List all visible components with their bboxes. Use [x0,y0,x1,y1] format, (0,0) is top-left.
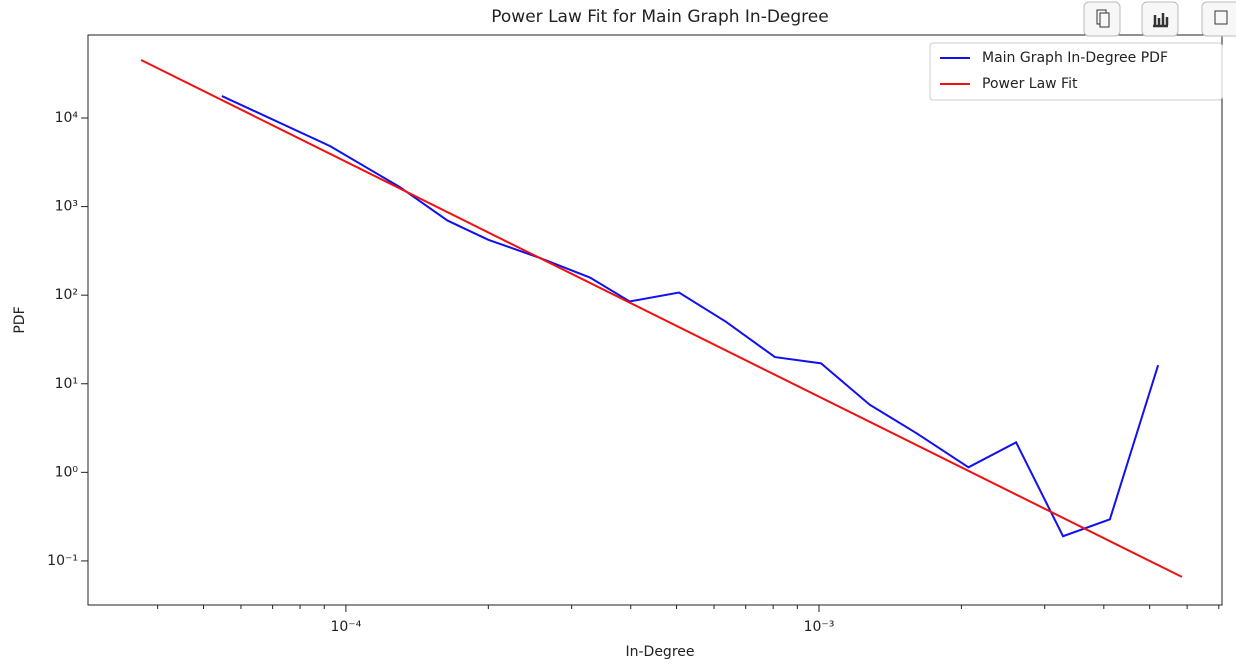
y-tick-label: 10¹ [55,376,78,392]
chart-title: Power Law Fit for Main Graph In-Degree [491,7,828,27]
y-axis-label: PDF [12,306,28,333]
x-axis-label: In-Degree [625,644,694,660]
x-tick-label: 10⁻³ [804,619,835,635]
legend-label: Main Graph In-Degree PDF [982,50,1168,66]
y-tick-label: 10² [55,287,78,303]
toolbar [1083,1,1236,37]
data-line [140,59,1183,578]
chart-icon [1153,13,1169,28]
data-line [221,95,1160,538]
y-tick-label: 10³ [55,199,78,215]
plot-frame [87,34,1223,606]
copy-icon [1099,12,1110,28]
x-tick-label: 10⁻⁴ [330,619,361,635]
legend-box [929,42,1223,101]
y-tick-label: 10⁻¹ [47,553,78,569]
save-icon [1214,10,1228,25]
y-tick-label: 10⁰ [55,464,79,480]
legend-label: Power Law Fit [982,76,1078,92]
y-tick-label: 10⁴ [55,110,79,126]
save-button[interactable] [1201,1,1236,37]
